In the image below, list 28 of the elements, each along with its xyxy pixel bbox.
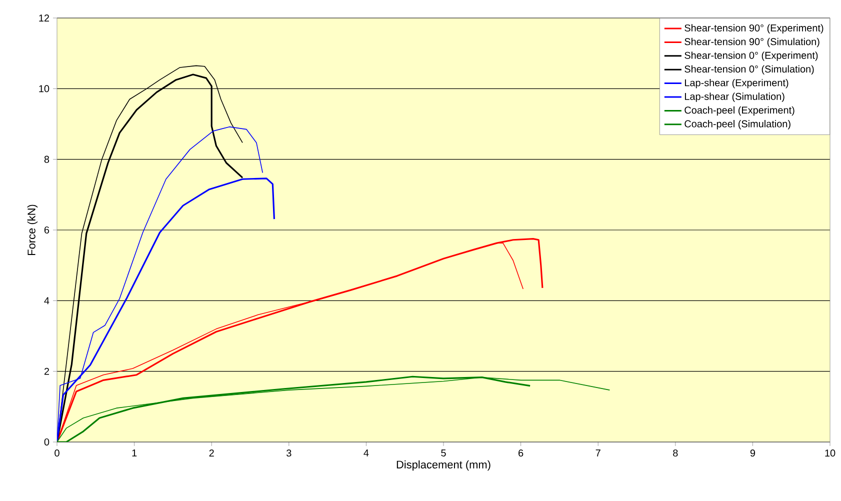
legend-label: Shear-tension 0° (Simulation) [684,65,814,75]
y-tick-label: 4 [44,297,50,304]
y-axis-title: Force (kN) [27,204,38,255]
y-tick-label: 12 [39,14,49,22]
y-tick-label: 2 [44,368,49,375]
legend-label: Coach-peel (Simulation) [684,120,790,130]
x-tick-label: 8 [673,450,678,457]
legend-label: Shear-tension 90° (Simulation) [684,38,820,48]
x-tick-label: 1 [132,450,137,456]
x-tick-label: 3 [286,450,292,457]
y-tick-label: 8 [44,156,50,163]
x-tick-label: 7 [596,450,600,456]
x-tick-label: 6 [518,450,524,457]
x-tick-label: 5 [441,450,446,456]
x-tick-label: 4 [364,450,369,456]
legend-label: Coach-peel (Experiment) [684,106,794,116]
legend-label: Lap-shear (Experiment) [684,78,788,88]
y-tick-label: 0 [44,438,50,446]
x-tick-label: 9 [750,450,756,457]
x-tick-label: 10 [825,450,836,457]
y-tick-label: 6 [44,226,50,234]
y-tick-label: 10 [39,85,50,92]
x-tick-label: 0 [54,450,60,457]
legend-label: Lap-shear (Simulation) [684,92,784,102]
x-axis-title: Displacement (mm) [396,460,490,471]
x-tick-label: 2 [209,450,214,456]
legend-label: Shear-tension 90° (Experiment) [684,24,824,34]
legend-label: Shear-tension 0° (Experiment) [684,52,818,61]
